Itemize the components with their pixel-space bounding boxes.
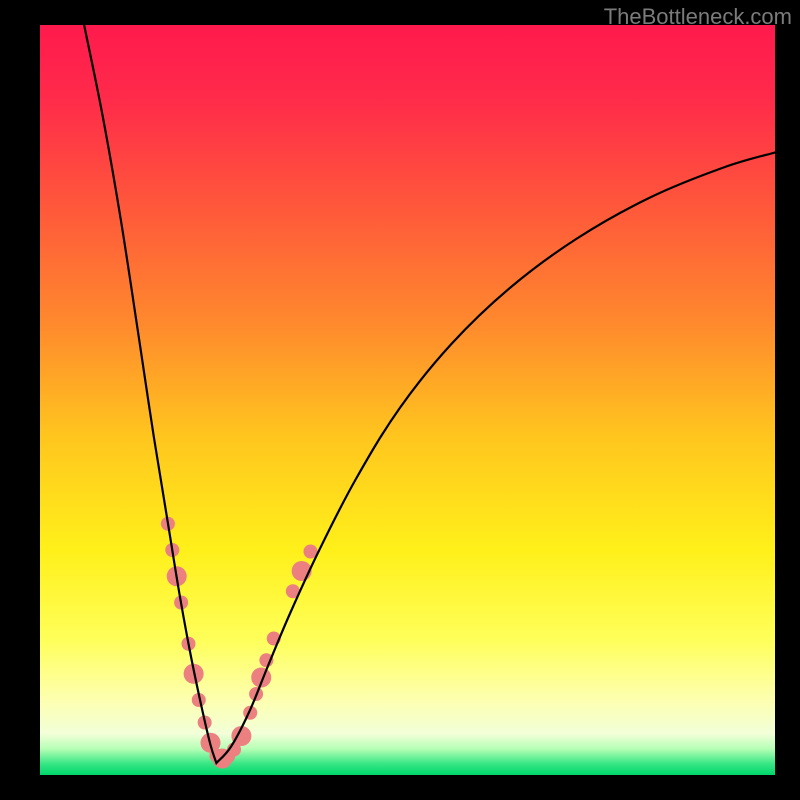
- chart-background: [40, 25, 775, 775]
- bottleneck-chart: [0, 0, 800, 800]
- stage: TheBottleneck.com: [0, 0, 800, 800]
